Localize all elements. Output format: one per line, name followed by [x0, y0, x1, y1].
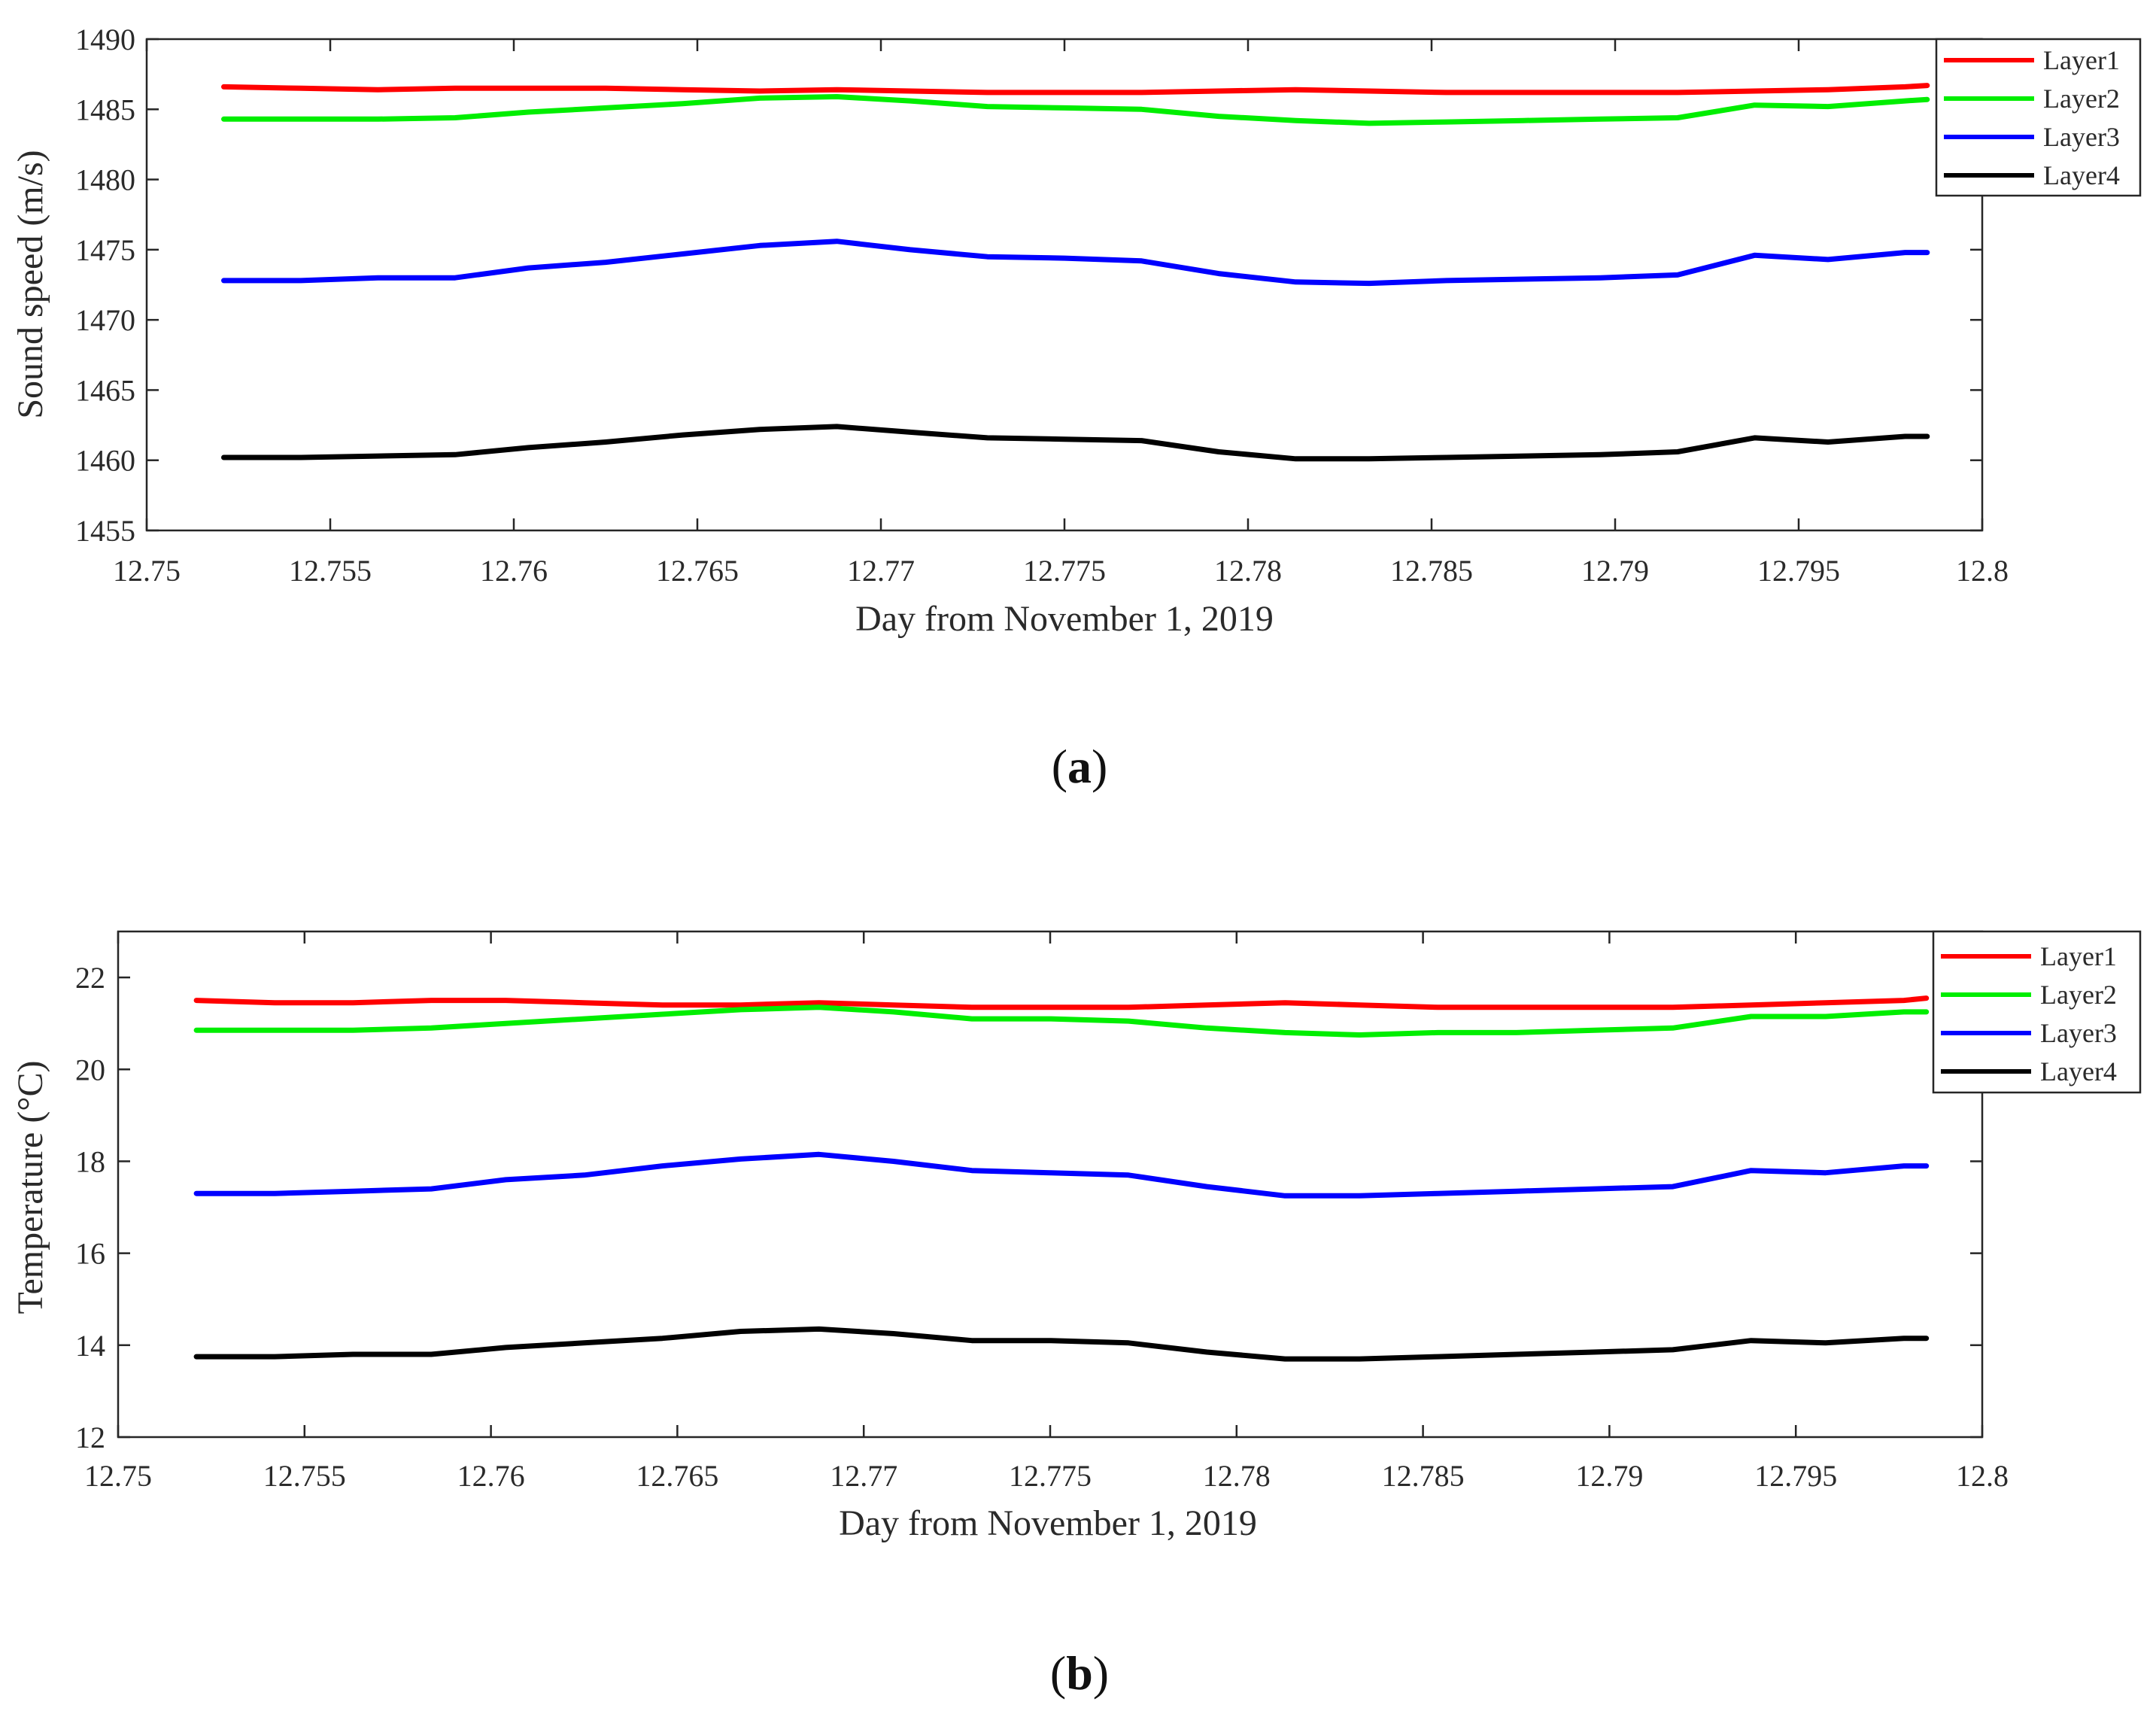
panel-a-x-tick-label: 12.76: [480, 554, 548, 588]
panel-b-legend-label-layer4: Layer4: [2040, 1056, 2117, 1086]
panel-b-y-tick-label: 18: [75, 1144, 105, 1178]
panel-b-legend: Layer1 Layer2 Layer3 Layer4: [1932, 930, 2142, 1094]
panel-b-x-tick-label: 12.785: [1382, 1459, 1465, 1493]
panel-b-legend-label-layer2: Layer2: [2040, 980, 2117, 1010]
panel-a-legend-label-layer1: Layer1: [2043, 45, 2120, 75]
panel-b-series-line-layer4: [193, 1326, 1930, 1362]
panel-a-y-axis-label: Sound speed (m/s): [11, 150, 50, 418]
panel-a-sound-speed-chart: 12.75 12.755 12.76 12.765 12.77 12.775 12.78 12…: [11, 23, 2142, 793]
panel-a-y-ticks: 1455 1460 1465 1470 1475 1480 1485 1490: [75, 23, 1982, 548]
panel-b-caption: (b): [1050, 1646, 1109, 1700]
panel-b-legend-label-layer1: Layer1: [2040, 941, 2117, 971]
panel-b-series: [193, 995, 1930, 1362]
panel-a-x-tick-label: 12.775: [1023, 554, 1106, 588]
panel-a-y-tick-label: 1470: [75, 303, 135, 337]
panel-b-y-tick-label: 12: [75, 1421, 105, 1454]
panel-a-series-line-layer3: [221, 239, 1930, 287]
panel-a-legend-label-layer3: Layer3: [2043, 122, 2120, 152]
panel-a-legend-box: [1935, 38, 2142, 197]
panel-b-caption-close: ): [1093, 1646, 1109, 1700]
panel-b-x-tick-label: 12.755: [263, 1459, 346, 1493]
panel-a-x-tick-label: 12.79: [1581, 554, 1649, 588]
panel-b-y-axis-label: Temperature (°C): [11, 1060, 50, 1314]
panel-b-caption-letter: b: [1066, 1646, 1093, 1700]
panel-a-series: [221, 83, 1930, 462]
panel-a-x-tick-label: 12.77: [847, 554, 915, 588]
panel-b-series-line-layer1: [193, 995, 1930, 1010]
panel-b-x-tick-label: 12.78: [1203, 1459, 1271, 1493]
panel-b-x-axis-label: Day from November 1, 2019: [839, 1503, 1257, 1543]
panel-a-series-line-layer4: [221, 424, 1930, 462]
panel-a-legend-label-layer4: Layer4: [2043, 160, 2120, 190]
panel-b-x-tick-label: 12.75: [84, 1459, 152, 1493]
panel-a-x-tick-label: 12.765: [656, 554, 739, 588]
panel-a-y-tick-label: 1485: [75, 93, 135, 126]
panel-a-x-axis-label: Day from November 1, 2019: [855, 599, 1274, 639]
panel-a-caption-open: (: [1052, 740, 1067, 793]
panel-b-y-tick-label: 16: [75, 1237, 105, 1271]
panel-b-y-tick-label: 14: [75, 1329, 105, 1363]
panel-a-x-tick-label: 12.8: [1956, 554, 2009, 588]
panel-a-x-tick-label: 12.785: [1390, 554, 1473, 588]
panel-a-x-ticks: 12.75 12.755 12.76 12.765 12.77 12.775 12.78 12…: [113, 39, 2009, 588]
panel-a-caption: (a): [1052, 740, 1108, 793]
panel-a-y-tick-label: 1490: [75, 23, 135, 56]
panel-b-y-tick-label: 20: [75, 1053, 105, 1086]
panel-b-x-ticks: 12.75 12.755 12.76 12.765 12.77 12.775 12.78 12…: [84, 931, 2009, 1493]
panel-b-x-tick-label: 12.8: [1956, 1459, 2009, 1493]
panel-a-x-tick-label: 12.795: [1757, 554, 1840, 588]
panel-b-x-tick-label: 12.77: [830, 1459, 897, 1493]
panel-b-x-tick-label: 12.79: [1575, 1459, 1643, 1493]
panel-b-x-tick-label: 12.795: [1754, 1459, 1837, 1493]
panel-a-x-tick-label: 12.78: [1214, 554, 1282, 588]
panel-b-y-tick-label: 22: [75, 961, 105, 995]
panel-a-caption-close: ): [1092, 740, 1107, 793]
panel-b-legend-label-layer3: Layer3: [2040, 1018, 2117, 1048]
panel-a-x-tick-label: 12.75: [113, 554, 181, 588]
panel-a-y-tick-label: 1460: [75, 444, 135, 478]
panel-b-series-line-layer3: [193, 1151, 1930, 1199]
panel-a-y-tick-label: 1465: [75, 373, 135, 407]
panel-b-temperature-chart: 12.75 12.755 12.76 12.765 12.77 12.775 12.78 12…: [11, 930, 2142, 1700]
panel-b-x-tick-label: 12.765: [636, 1459, 718, 1493]
panel-a-plot-area: [145, 38, 1984, 532]
panel-a-y-tick-label: 1455: [75, 514, 135, 548]
panel-b-x-tick-label: 12.76: [457, 1459, 525, 1493]
panel-a-x-tick-label: 12.755: [289, 554, 372, 588]
panel-a-series-line-layer1: [221, 83, 1930, 96]
panel-a-caption-letter: a: [1067, 740, 1092, 793]
panel-a-legend: Layer1 Layer2 Layer3 Layer4: [1935, 38, 2142, 197]
panel-a-y-tick-label: 1475: [75, 233, 135, 267]
panel-b-x-tick-label: 12.775: [1009, 1459, 1092, 1493]
panel-a-series-line-layer2: [221, 94, 1930, 126]
panel-b-caption-open: (: [1050, 1646, 1066, 1700]
panel-a-legend-label-layer2: Layer2: [2043, 84, 2120, 114]
panel-b-series-line-layer2: [193, 1004, 1930, 1038]
panel-a-y-tick-label: 1480: [75, 163, 135, 197]
